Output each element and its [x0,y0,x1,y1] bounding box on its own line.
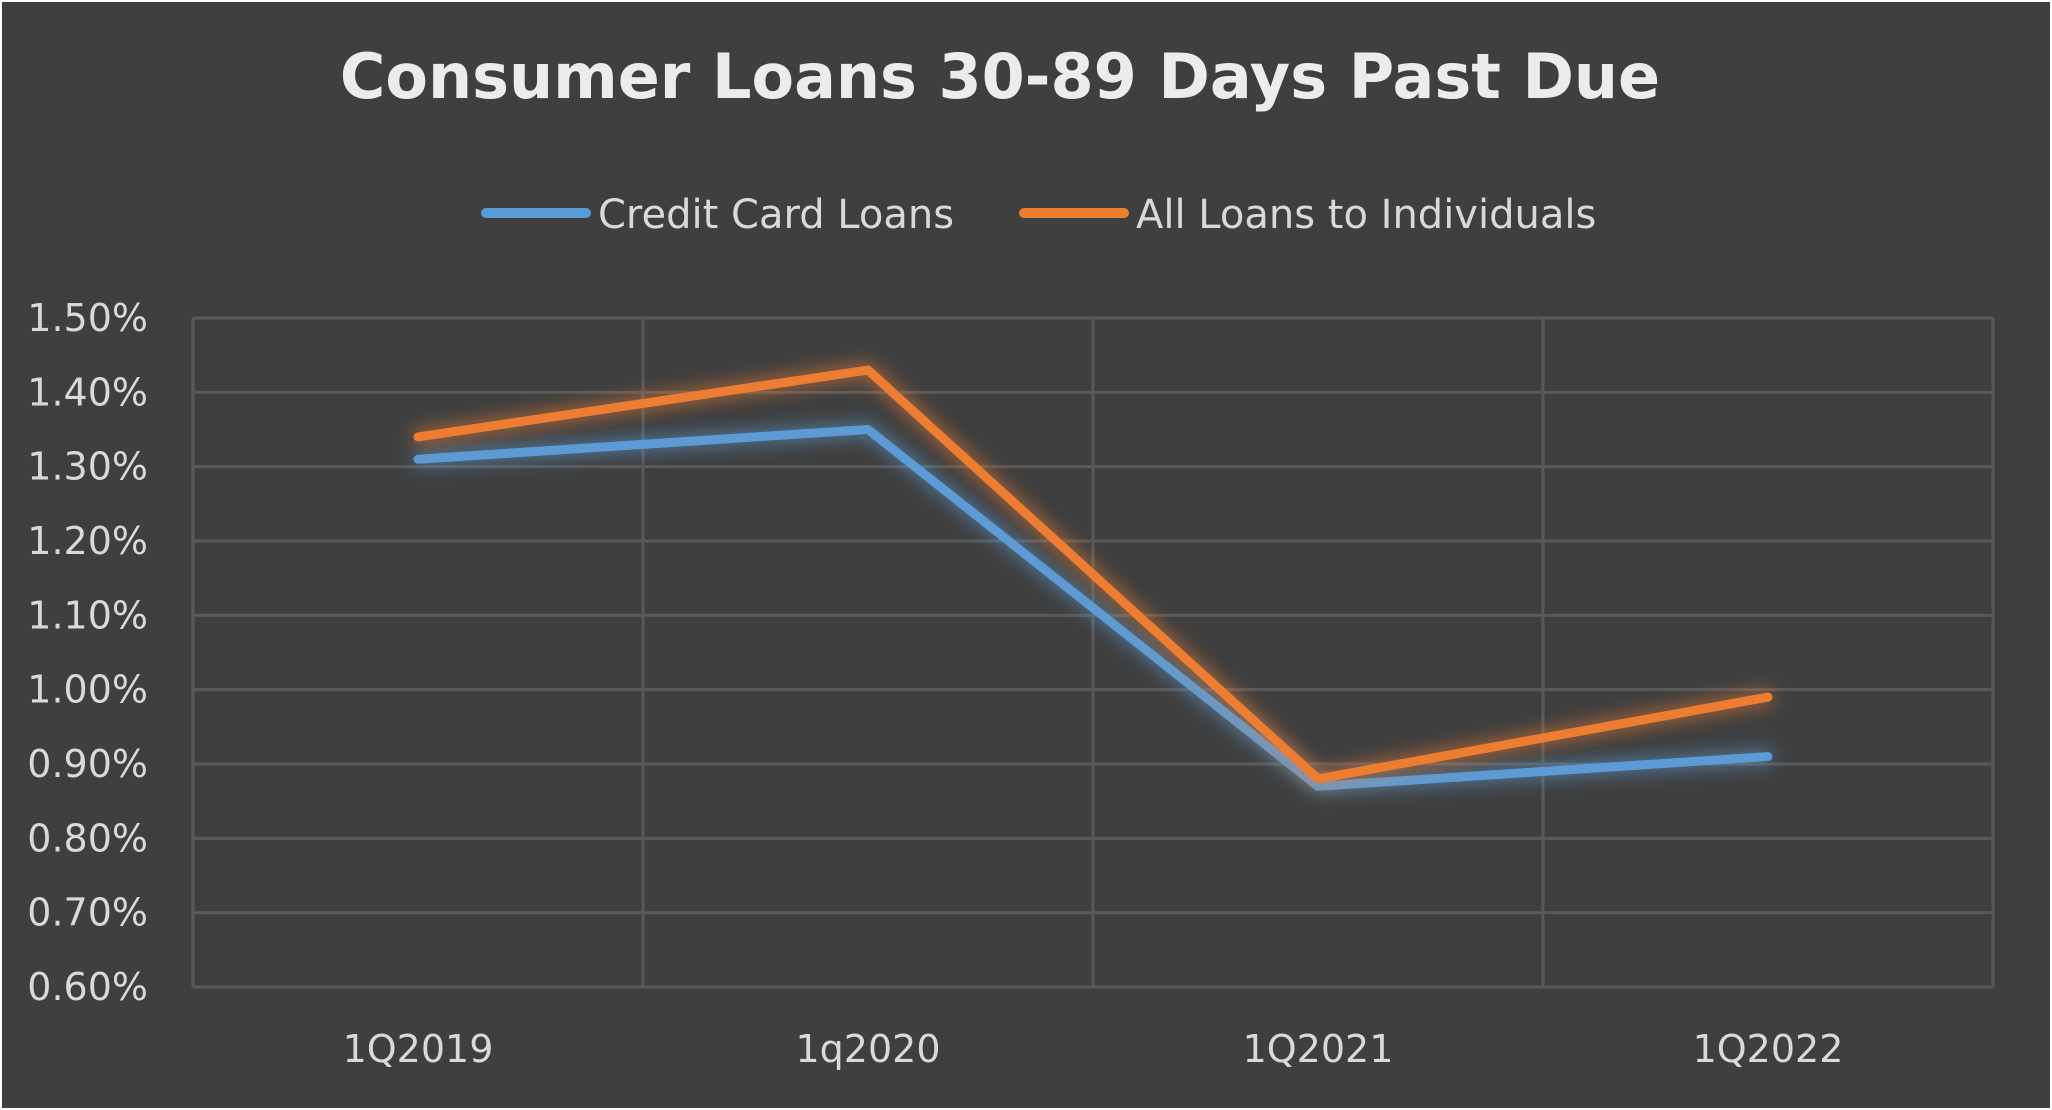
gridlines [191,316,1995,989]
legend-label-all-loans-to-individuals: All Loans to Individuals [1136,192,1596,238]
y-tick-label: 1.00% [27,668,148,712]
y-tick-label: 0.90% [27,742,148,786]
y-tick-label: 0.70% [27,891,148,935]
legend: Credit Card Loans All Loans to Individua… [481,192,1596,238]
y-tick-label: 1.40% [27,370,148,414]
series-line-all-loans-to-individuals [413,365,1773,784]
y-axis: 1.50% 1.40% 1.30% 1.20% 1.10% 1.00% 0.90% 0.80%… [27,296,148,1009]
y-tick-label: 1.30% [27,445,148,489]
data-point [1764,752,1772,761]
x-tick-label: 1q2020 [795,1027,940,1071]
y-tick-label: 1.20% [27,519,148,563]
y-tick-label: 0.80% [27,816,148,860]
data-point [1314,782,1322,791]
data-point [864,366,872,375]
x-tick-label: 1Q2022 [1693,1027,1844,1071]
data-point [1314,774,1322,783]
chart-title: Consumer Loans 30-89 Days Past Due [340,40,1660,113]
series-line-credit-card-loans [413,425,1773,791]
data-point [864,425,872,434]
y-tick-label: 0.60% [27,965,148,1009]
x-tick-label: 1Q2021 [1243,1027,1394,1071]
legend-label-credit-card-loans: Credit Card Loans [598,192,954,238]
y-tick-label: 1.50% [27,296,148,340]
data-point [1764,693,1772,702]
x-axis: 1Q2019 1q2020 1Q2021 1Q2022 [343,1027,1844,1071]
y-tick-label: 1.10% [27,593,148,637]
x-tick-label: 1Q2019 [343,1027,494,1071]
data-point [414,432,422,441]
data-point [414,455,422,464]
series-lines [413,365,1773,791]
